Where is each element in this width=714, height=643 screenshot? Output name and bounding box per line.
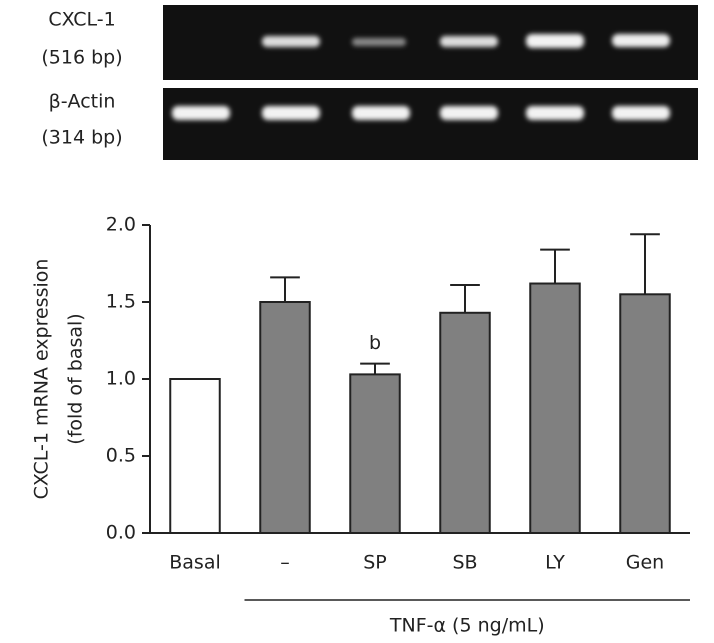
gel-label: β-Actin (49, 91, 116, 113)
x-tick-label: SB (452, 552, 477, 574)
bar (439, 311, 491, 534)
gel-panel: CXCL-1 (516 bp) β-Actin (314 bp) (41, 5, 698, 160)
y-tick-label: 0.5 (106, 445, 136, 467)
x-tick-label: – (280, 552, 290, 574)
bar (349, 373, 401, 534)
bar (529, 282, 581, 534)
y-tick-label: 2.0 (106, 214, 136, 236)
group-label: TNF-α (5 ng/mL) (389, 615, 545, 637)
gel-label: CXCL-1 (48, 9, 115, 31)
annotation: b (369, 332, 381, 354)
gel-size: (516 bp) (41, 47, 122, 69)
x-tick-label: LY (545, 552, 565, 574)
x-tick-label: SP (363, 552, 387, 574)
y-tick-label: 1.5 (106, 291, 136, 313)
x-tick-label: Gen (626, 552, 664, 574)
gel-image (163, 88, 698, 160)
gel-bands (172, 34, 670, 120)
bar (259, 301, 311, 534)
gel-size: (314 bp) (41, 127, 122, 149)
y-tick-label: 1.0 (106, 368, 136, 390)
y-axis-label: (fold of basal) (65, 313, 87, 444)
gel-image (163, 5, 698, 80)
x-tick-label: Basal (169, 552, 221, 574)
bar (169, 378, 221, 534)
y-tick-label: 0.0 (106, 522, 136, 544)
bar (619, 293, 671, 534)
y-axis-label: CXCL-1 mRNA expression (31, 259, 53, 500)
